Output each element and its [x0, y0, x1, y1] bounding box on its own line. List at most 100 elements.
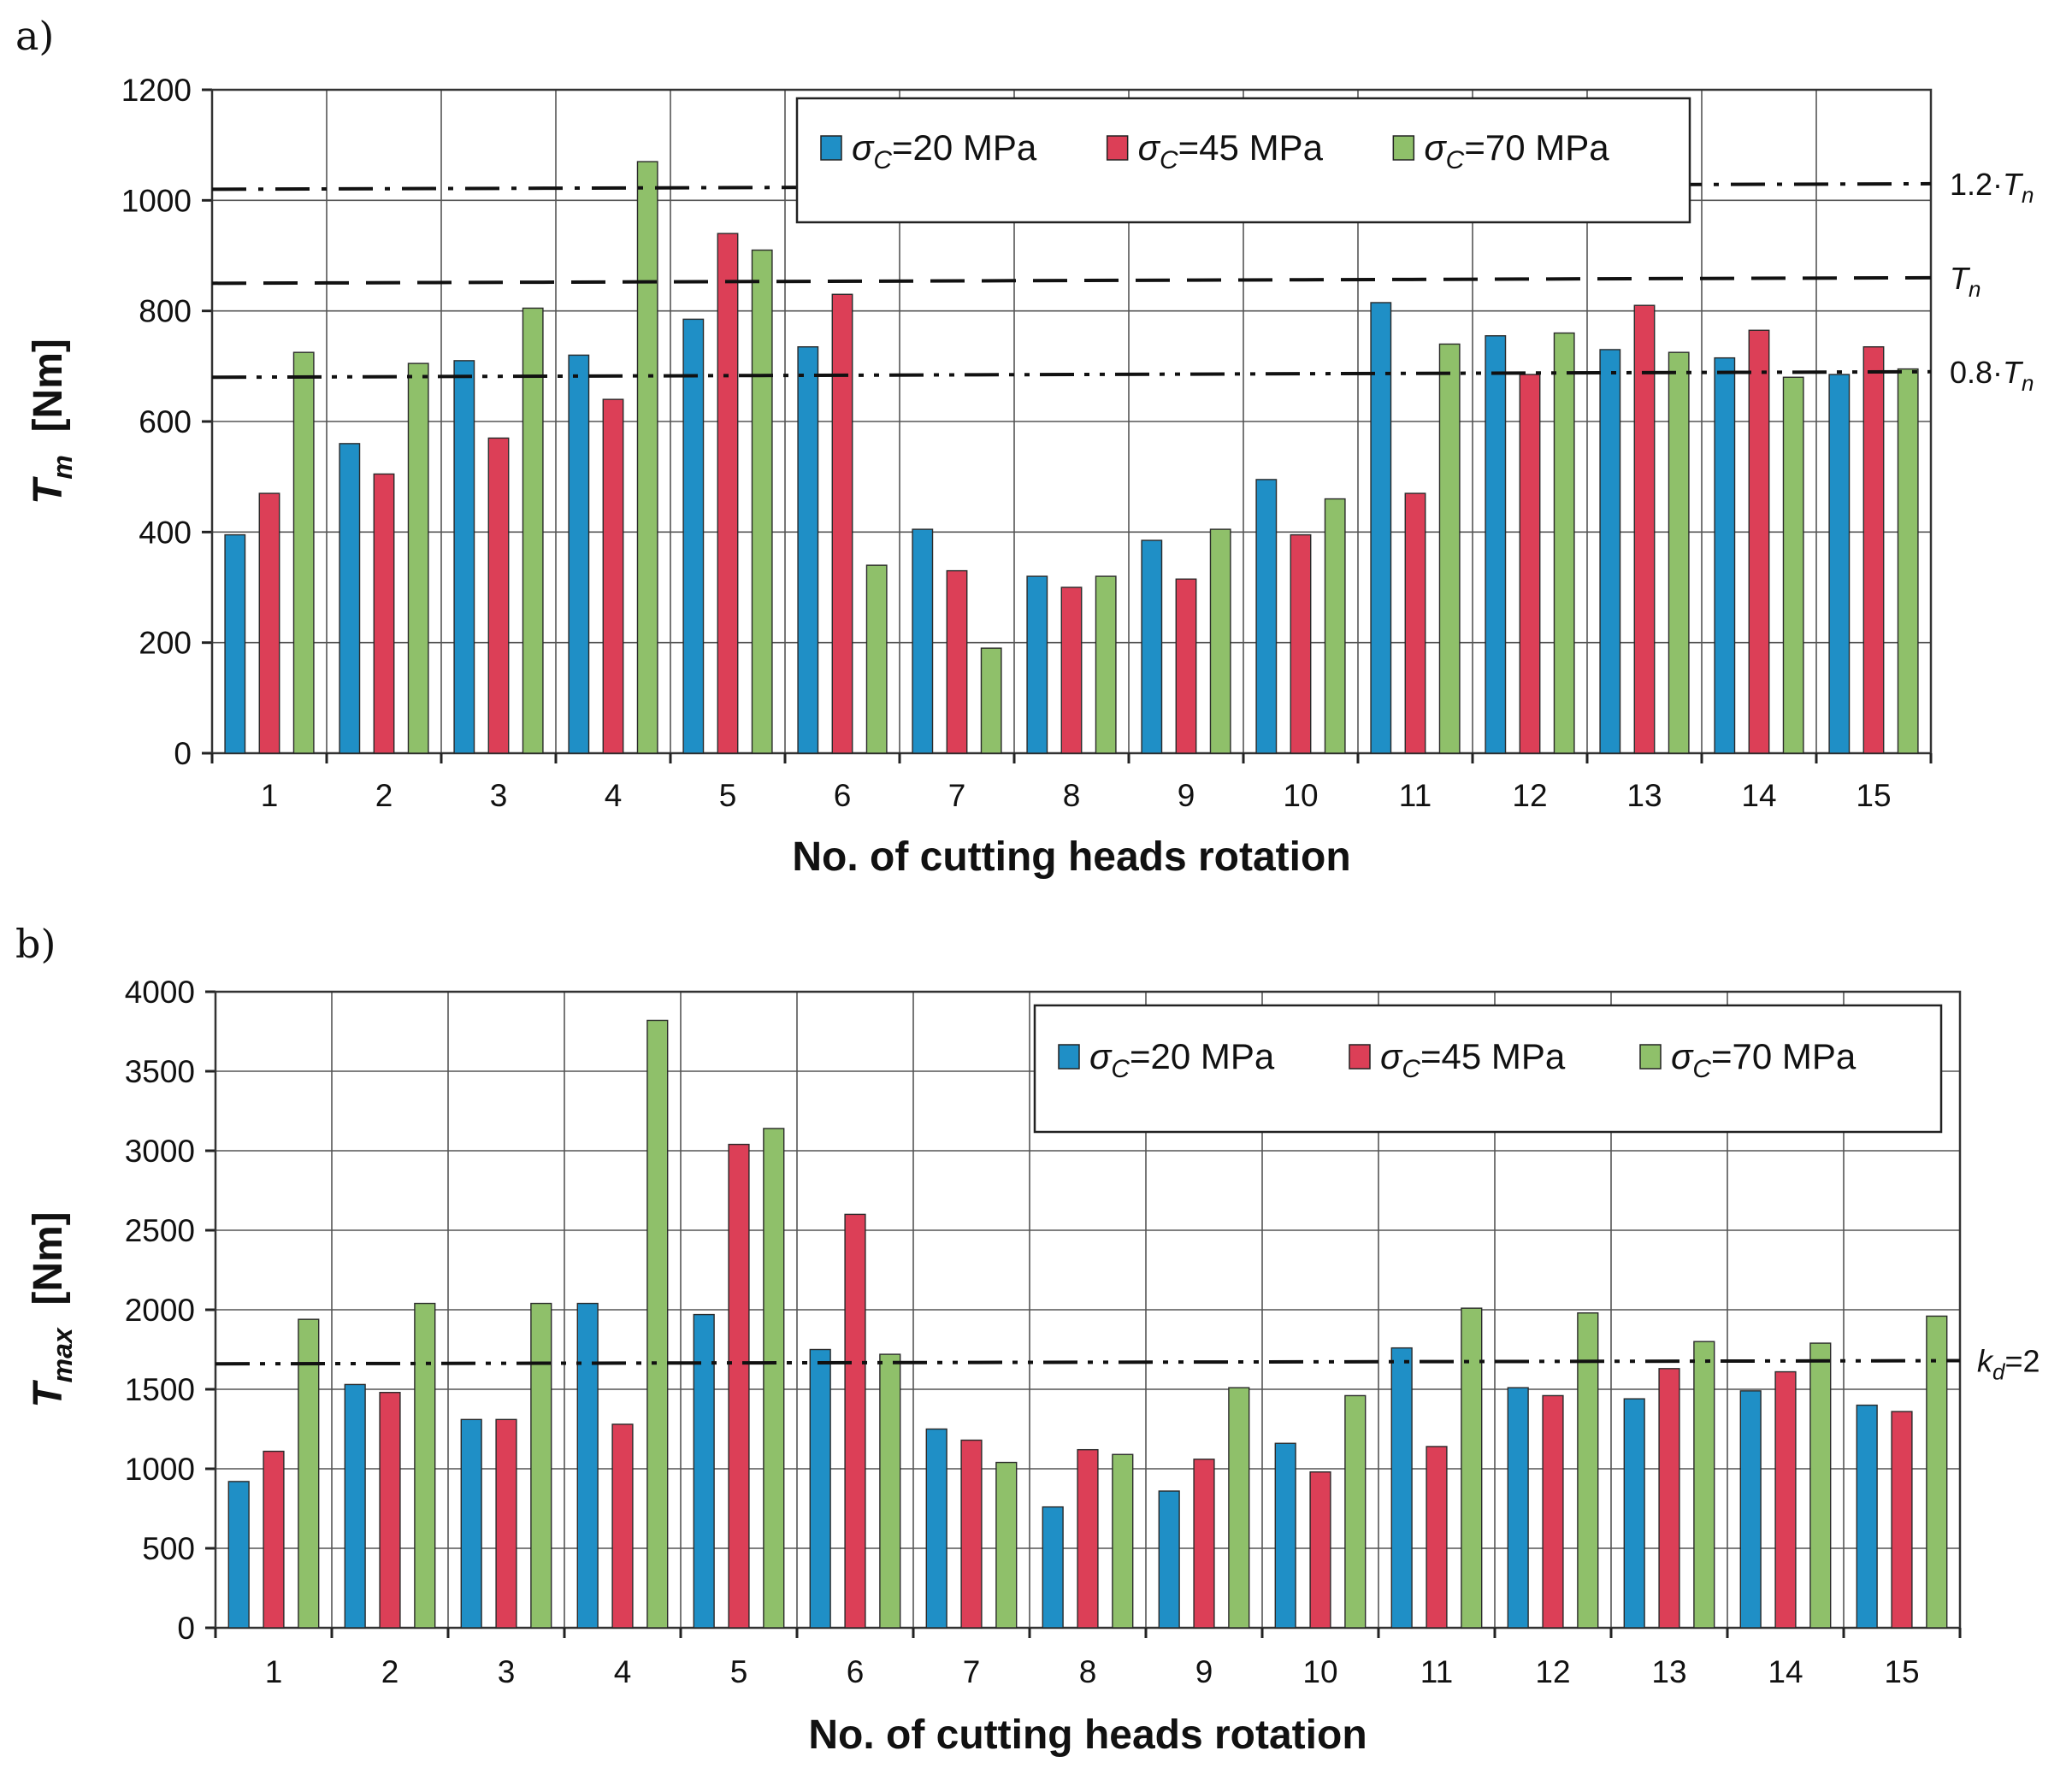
- bar-series1-cat1: [227, 1481, 250, 1629]
- bar-series1-cat4: [568, 354, 590, 754]
- bar-series3-cat14: [1782, 376, 1804, 754]
- bar-series2-cat12: [1519, 374, 1541, 754]
- bar-series2-cat10: [1290, 533, 1312, 754]
- reference-line-label: Tn: [1950, 261, 1981, 302]
- x-tick-label: 8: [1063, 778, 1081, 813]
- bar-series2-cat15: [1862, 346, 1885, 754]
- bar-series3-cat5: [751, 249, 773, 754]
- bar-series2-cat5: [728, 1143, 750, 1629]
- x-tick-label: 3: [498, 1654, 516, 1689]
- y-tick-label: 400: [139, 515, 192, 550]
- bar-series3-cat12: [1577, 1312, 1599, 1629]
- bar-series3-cat2: [414, 1302, 436, 1629]
- x-tick-label: 2: [381, 1654, 399, 1689]
- bar-series3-cat8: [1112, 1453, 1134, 1629]
- bar-series1-cat8: [1026, 575, 1048, 754]
- reference-line-label: 1.2·Tn: [1950, 167, 2034, 208]
- bar-series3-cat4: [646, 1019, 669, 1629]
- bar-series2-cat3: [487, 437, 510, 754]
- x-tick-label: 2: [375, 778, 393, 813]
- legend-label: σC=70 MPa: [1424, 127, 1609, 174]
- x-axis-title: No. of cutting heads rotation: [808, 1712, 1367, 1758]
- x-tick-label: 8: [1079, 1654, 1097, 1689]
- bar-series3-cat1: [298, 1318, 320, 1629]
- reference-line: [211, 369, 1932, 380]
- bar-series1-cat15: [1828, 374, 1851, 754]
- bar-series2-cat1: [263, 1450, 285, 1629]
- bar-series2-cat7: [946, 569, 968, 754]
- bar-series2-cat15: [1891, 1411, 1913, 1629]
- bar-series1-cat5: [682, 318, 705, 754]
- bar-series1-cat15: [1856, 1404, 1878, 1629]
- bar-series3-cat5: [763, 1128, 785, 1629]
- x-tick-label: 12: [1512, 778, 1547, 813]
- bar-series2-cat6: [831, 293, 853, 754]
- x-tick-label: 9: [1178, 778, 1195, 813]
- y-axis-title: Tmax [Nm]: [26, 1211, 78, 1407]
- legend-swatch: [1639, 1044, 1662, 1070]
- bar-series1-cat10: [1255, 479, 1278, 754]
- bar-series3-cat14: [1809, 1342, 1832, 1629]
- y-tick-label: 0: [174, 736, 192, 771]
- reference-line-label: kd=2: [1977, 1344, 2040, 1385]
- legend-label: σC=70 MPa: [1671, 1036, 1857, 1083]
- bar-series3-cat1: [292, 351, 315, 754]
- legend-box: [1033, 1004, 1943, 1134]
- bar-series3-cat2: [407, 362, 429, 754]
- bar-series3-cat12: [1553, 332, 1575, 754]
- bar-series1-cat8: [1042, 1506, 1064, 1629]
- x-tick-label: 11: [1420, 1654, 1453, 1689]
- bar-series2-cat2: [373, 473, 395, 754]
- bar-series1-cat14: [1739, 1390, 1762, 1629]
- reference-line: [215, 1358, 1961, 1366]
- y-tick-label: 3500: [125, 1054, 195, 1089]
- bar-series3-cat13: [1693, 1341, 1715, 1629]
- x-tick-label: 7: [948, 778, 966, 813]
- legend-swatch: [1349, 1044, 1371, 1070]
- bar-series3-cat9: [1228, 1387, 1250, 1629]
- bar-series2-cat11: [1404, 492, 1426, 754]
- legend-label: σC=45 MPa: [1138, 127, 1324, 174]
- bar-series1-cat4: [576, 1302, 599, 1629]
- y-tick-label: 600: [139, 404, 192, 439]
- legend: σC=20 MPa σC=45 MPa σC=70 MPa: [1033, 1004, 1943, 1134]
- legend-swatch: [1106, 135, 1129, 161]
- legend-label: σC=20 MPa: [852, 127, 1037, 174]
- x-tick-label: 4: [614, 1654, 632, 1689]
- y-tick-label: 800: [139, 294, 192, 329]
- legend-swatch: [1392, 135, 1415, 161]
- bar-series1-cat6: [797, 346, 819, 754]
- bar-series1-cat14: [1714, 357, 1736, 754]
- x-tick-label: 13: [1626, 778, 1662, 813]
- x-tick-label: 3: [490, 778, 508, 813]
- bar-series1-cat7: [925, 1428, 947, 1629]
- bar-series1-cat12: [1485, 335, 1507, 754]
- legend-box: [795, 97, 1691, 224]
- bar-series2-cat9: [1193, 1459, 1215, 1629]
- bar-series2-cat13: [1658, 1368, 1680, 1629]
- bar-series1-cat7: [912, 528, 934, 754]
- bar-series1-cat3: [460, 1418, 482, 1629]
- y-tick-label: 4000: [125, 975, 195, 1010]
- y-tick-label: 0: [177, 1611, 195, 1646]
- bar-series1-cat2: [344, 1383, 366, 1629]
- bar-series2-cat14: [1748, 329, 1770, 754]
- x-tick-label: 6: [834, 778, 852, 813]
- bar-series2-cat8: [1077, 1448, 1099, 1629]
- reference-line: [211, 181, 1932, 192]
- bar-series3-cat15: [1897, 368, 1919, 754]
- legend-label: σC=45 MPa: [1380, 1036, 1566, 1083]
- bar-series1-cat6: [809, 1348, 831, 1629]
- bar-series2-cat14: [1774, 1370, 1797, 1629]
- legend-swatch: [820, 135, 842, 161]
- bar-series2-cat7: [960, 1439, 983, 1629]
- bar-series1-cat3: [453, 360, 475, 754]
- y-tick-label: 2000: [125, 1293, 195, 1328]
- bar-series3-cat13: [1668, 351, 1690, 754]
- bar-series2-cat11: [1426, 1446, 1448, 1629]
- y-tick-label: 1000: [125, 1452, 195, 1487]
- bar-series2-cat8: [1060, 586, 1083, 754]
- bar-series3-cat11: [1438, 343, 1461, 754]
- panel-label: b): [15, 921, 56, 967]
